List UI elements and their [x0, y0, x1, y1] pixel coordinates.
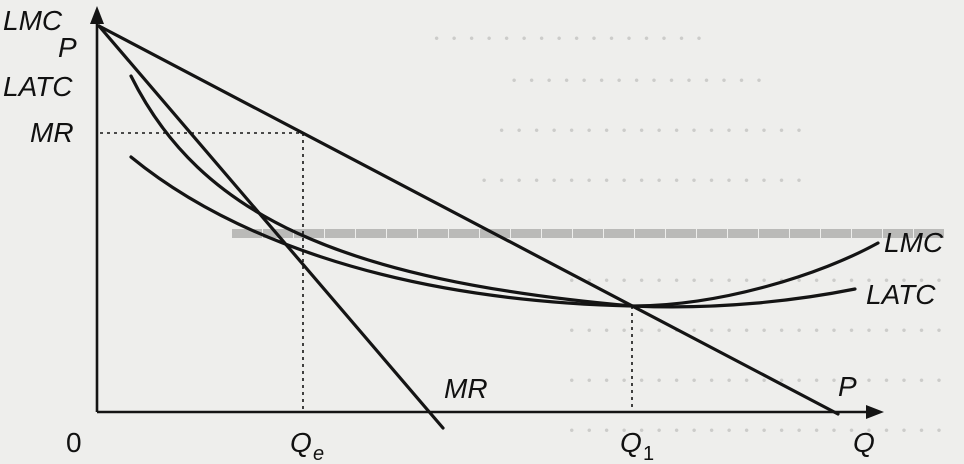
x-tick-qe-sub: e — [313, 443, 324, 464]
ghost-line-2: · · · · · · · · · · · · · · · — [509, 64, 764, 97]
origin-label: 0 — [66, 427, 82, 458]
ghost-line-1: · · · · · · · · · · · · · · · · — [432, 22, 704, 55]
ghost-heading: ▬▬▬▬▬▬▬▬▬▬▬▬▬▬▬▬▬▬▬▬▬▬▬ — [231, 212, 944, 245]
x-tick-qe: Q e — [290, 427, 324, 464]
ghost-line-5: · · · · · · · · · · · · · · · · · · · · … — [567, 264, 944, 297]
y-axis-arrow — [90, 6, 104, 24]
x-axis-arrow — [866, 405, 884, 419]
lmc-curve-label: LMC — [884, 227, 944, 258]
demand-curve-label: P — [838, 371, 857, 402]
latc-curve — [129, 155, 857, 309]
x-tick-q1-sub: 1 — [643, 443, 654, 464]
y-axis-label-latc: LATC — [3, 71, 73, 102]
x-tick-q1: Q 1 — [620, 427, 654, 464]
y-axis-label-p: P — [58, 32, 77, 63]
y-axis-label-lmc: LMC — [3, 5, 63, 36]
ghost-line-6: · · · · · · · · · · · · · · · · · · · · … — [567, 314, 944, 347]
y-axis-label-mr: MR — [30, 117, 74, 148]
lmc-curve — [129, 74, 880, 308]
mr-curve-label: MR — [444, 373, 488, 404]
ghost-line-8: · · · · · · · · · · · · · · · · · · · · … — [567, 414, 944, 447]
ghost-line-4: · · · · · · · · · · · · · · · · · · · — [479, 164, 804, 197]
demand-curve — [97, 24, 840, 416]
x-tick-q1-base: Q — [620, 427, 642, 458]
latc-curve-label: LATC — [866, 279, 936, 310]
x-tick-qe-base: Q — [290, 427, 312, 458]
bleed-through-text: · · · · · · · · · · · · · · · · · · · · … — [231, 22, 944, 447]
ghost-line-3: · · · · · · · · · · · · · · · · · · — [497, 114, 804, 147]
x-axis-label-q: Q — [853, 427, 875, 458]
mr-curve — [97, 24, 445, 430]
